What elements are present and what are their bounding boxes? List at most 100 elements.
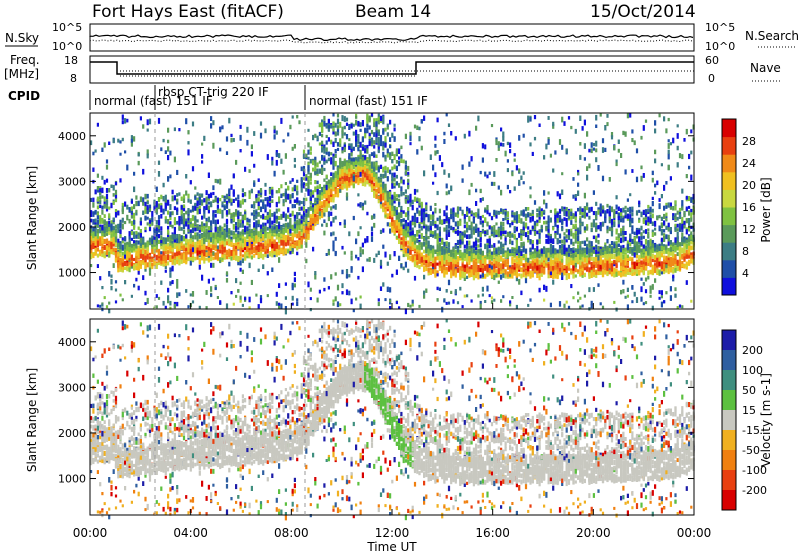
- power-cell: [379, 164, 383, 169]
- power-cell: [185, 174, 188, 179]
- power-cell: [441, 220, 444, 224]
- power-cell: [101, 303, 104, 307]
- power-cell: [103, 203, 106, 209]
- power-cell: [262, 264, 265, 269]
- power-cell: [225, 232, 229, 238]
- power-cell: [391, 273, 394, 278]
- power-cell: [96, 247, 99, 251]
- power-cell: [259, 215, 263, 219]
- noise-tick-left-top: 10^5: [52, 21, 82, 34]
- power-cell: [443, 227, 446, 232]
- power-cell: [407, 195, 410, 201]
- power-cell: [235, 238, 238, 243]
- power-cell: [461, 271, 464, 277]
- power-cell: [259, 238, 263, 242]
- power-cell: [207, 226, 210, 231]
- power-cell: [99, 195, 102, 200]
- power-cell: [230, 133, 233, 137]
- power-cell: [445, 247, 448, 254]
- power-cell: [126, 244, 129, 250]
- power-cell: [438, 231, 441, 237]
- power-cell: [266, 294, 269, 298]
- power-cell: [484, 144, 487, 150]
- power-cell: [198, 264, 201, 270]
- power-cell: [384, 127, 387, 132]
- power-cell: [214, 235, 217, 241]
- power-cell: [253, 216, 256, 221]
- power-cell: [216, 204, 219, 209]
- power-cell: [293, 164, 296, 168]
- power-cell: [404, 164, 407, 170]
- power-cell: [472, 265, 475, 271]
- power-cell: [309, 172, 312, 178]
- power-cell: [169, 300, 172, 306]
- power-cell: [171, 195, 174, 201]
- power-cell: [359, 141, 362, 148]
- power-cell: [470, 273, 473, 277]
- power-cell: [90, 264, 93, 268]
- power-cell: [323, 188, 326, 194]
- power-cell: [391, 197, 394, 203]
- power-cell: [425, 288, 428, 293]
- power-cell: [373, 173, 376, 177]
- power-cell: [191, 214, 195, 221]
- power-cell: [121, 266, 124, 271]
- power-cell: [121, 269, 124, 273]
- power-cell: [203, 256, 206, 261]
- power-cell: [407, 171, 410, 175]
- power-cell: [96, 304, 99, 308]
- power-cell: [355, 254, 358, 259]
- power-cell: [196, 235, 199, 242]
- power-cell: [323, 184, 326, 191]
- power-cell: [456, 248, 460, 253]
- power-cell: [241, 303, 244, 307]
- power-cell: [228, 242, 231, 247]
- power-cell: [307, 207, 310, 212]
- power-cell: [144, 290, 147, 296]
- power-cell: [447, 123, 451, 127]
- power-cell: [210, 201, 213, 208]
- power-cell: [151, 211, 154, 217]
- power-cell: [434, 224, 437, 228]
- power-cell: [266, 237, 269, 244]
- power-cell: [173, 127, 176, 132]
- power-cell: [246, 247, 249, 252]
- power-cell: [341, 135, 344, 139]
- power-cell: [189, 239, 192, 244]
- power-cell: [280, 158, 283, 164]
- power-cell: [237, 244, 240, 250]
- power-cell: [278, 224, 281, 229]
- power-cell: [425, 236, 428, 241]
- power-cell: [110, 243, 113, 250]
- power-cell: [155, 224, 158, 230]
- power-cell: [112, 263, 115, 268]
- power-cell: [119, 152, 122, 156]
- power-cell: [364, 176, 367, 180]
- power-cell: [484, 218, 487, 223]
- power-cell: [472, 249, 475, 254]
- power-cell: [470, 269, 473, 274]
- power-cell: [228, 252, 231, 257]
- power-cell: [302, 210, 306, 216]
- power-cell: [201, 234, 204, 239]
- power-cell: [438, 219, 441, 225]
- power-cell: [228, 228, 231, 235]
- power-cell: [219, 198, 222, 202]
- power-cell: [144, 252, 147, 257]
- power-cell: [323, 287, 326, 292]
- power-cell: [425, 213, 428, 218]
- power-cell: [237, 222, 240, 228]
- power-cell: [357, 166, 360, 171]
- power-cell: [212, 238, 215, 244]
- power-cell: [126, 266, 129, 272]
- power-cell: [445, 215, 448, 221]
- power-cell: [237, 230, 240, 235]
- power-cell: [257, 212, 260, 217]
- power-cell: [357, 193, 360, 197]
- power-cell: [309, 151, 312, 155]
- power-cell: [176, 252, 179, 256]
- power-cell: [180, 205, 183, 212]
- power-cell: [334, 204, 337, 210]
- power-cell: [119, 268, 122, 272]
- power-cell: [309, 297, 312, 301]
